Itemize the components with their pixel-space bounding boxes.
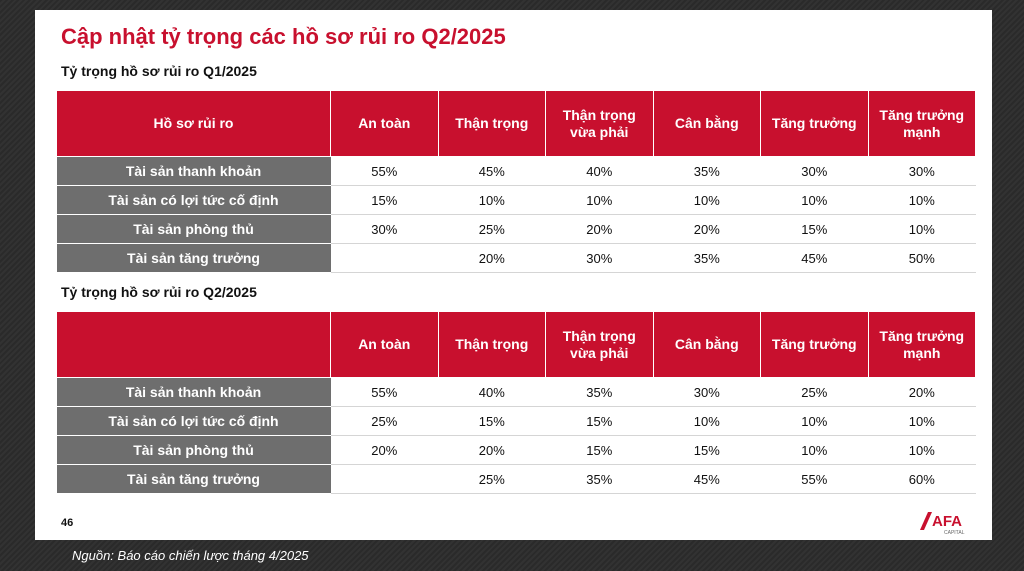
slide-title: Cập nhật tỷ trọng các hồ sơ rủi ro Q2/20…	[61, 24, 506, 49]
table-cell: 20%	[868, 377, 976, 407]
table-cell: 35%	[545, 377, 653, 407]
table-cell: 10%	[653, 185, 761, 215]
table-cell: 15%	[438, 406, 546, 436]
risk-profile-table-q2: An toàn Thận trọng Thận trọng vừa phải C…	[56, 311, 976, 494]
table-cell: 30%	[653, 377, 761, 407]
table-cell: 10%	[868, 185, 976, 215]
table-cell: 55%	[760, 464, 868, 494]
column-header	[56, 311, 331, 378]
column-header: Cân bằng	[652, 90, 761, 157]
table-cell: 55%	[330, 377, 438, 407]
table-q1-caption: Tỷ trọng hồ sơ rủi ro Q1/2025	[61, 63, 257, 79]
table-cell: 60%	[868, 464, 976, 494]
table-cell: 25%	[330, 406, 438, 436]
table-cell: 25%	[438, 214, 546, 244]
table-cell: 30%	[868, 156, 976, 186]
table-cell: 35%	[653, 156, 761, 186]
table-row: Tài sản tăng trưởng 25% 35% 45% 55% 60%	[56, 464, 976, 494]
column-header: Tăng trưởng	[760, 311, 869, 378]
column-header: Thận trọng	[437, 311, 546, 378]
column-header: Tăng trưởng	[760, 90, 869, 157]
table-cell: 10%	[545, 185, 653, 215]
table-row: Tài sản phòng thủ 30% 25% 20% 20% 15% 10…	[56, 214, 976, 244]
table-cell: 25%	[438, 464, 546, 494]
row-label: Tài sản thanh khoản	[56, 156, 331, 186]
table-cell: 20%	[653, 214, 761, 244]
table-cell: 15%	[330, 185, 438, 215]
column-header: Hồ sơ rủi ro	[56, 90, 331, 157]
table-row: Tài sản có lợi tức cố định 15% 10% 10% 1…	[56, 185, 976, 215]
table-cell: 20%	[438, 243, 546, 273]
column-header: Tăng trưởng mạnh	[867, 311, 976, 378]
table-cell: 10%	[438, 185, 546, 215]
row-label: Tài sản tăng trưởng	[56, 243, 331, 273]
table-cell: 10%	[868, 406, 976, 436]
table-row: Tài sản thanh khoản 55% 40% 35% 30% 25% …	[56, 377, 976, 407]
row-label: Tài sản phòng thủ	[56, 435, 331, 465]
row-label: Tài sản phòng thủ	[56, 214, 331, 244]
table-cell: 35%	[545, 464, 653, 494]
table-row: Tài sản tăng trưởng 20% 30% 35% 45% 50%	[56, 243, 976, 273]
table-cell: 50%	[868, 243, 976, 273]
table-cell: 10%	[760, 406, 868, 436]
afa-capital-logo: AFA CAPITAL	[920, 512, 965, 536]
table-cell: 25%	[760, 377, 868, 407]
slide: Cập nhật tỷ trọng các hồ sơ rủi ro Q2/20…	[35, 10, 992, 540]
table-cell: 55%	[330, 156, 438, 186]
table-row: Tài sản có lợi tức cố định 25% 15% 15% 1…	[56, 406, 976, 436]
table-cell: 10%	[868, 214, 976, 244]
table-cell: 35%	[653, 243, 761, 273]
svg-text:CAPITAL: CAPITAL	[944, 530, 965, 536]
table-row: Tài sản phòng thủ 20% 20% 15% 15% 10% 10…	[56, 435, 976, 465]
table-cell	[330, 464, 438, 494]
svg-text:AFA: AFA	[932, 513, 962, 530]
column-header: Tăng trưởng mạnh	[867, 90, 976, 157]
table-cell: 15%	[653, 435, 761, 465]
page-number: 46	[61, 517, 74, 529]
table-cell: 20%	[545, 214, 653, 244]
table-cell: 10%	[868, 435, 976, 465]
table-cell: 15%	[545, 435, 653, 465]
table-cell: 30%	[760, 156, 868, 186]
table-cell: 20%	[330, 435, 438, 465]
table-cell: 45%	[438, 156, 546, 186]
table-cell: 10%	[653, 406, 761, 436]
column-header: An toàn	[330, 311, 439, 378]
row-label: Tài sản có lợi tức cố định	[56, 185, 331, 215]
table-cell: 40%	[545, 156, 653, 186]
table-cell: 10%	[760, 435, 868, 465]
source-note: Nguồn: Báo cáo chiến lược tháng 4/2025	[72, 548, 309, 563]
column-header: Thận trọng vừa phải	[545, 90, 654, 157]
table-cell: 30%	[545, 243, 653, 273]
row-label: Tài sản thanh khoản	[56, 377, 331, 407]
row-label: Tài sản tăng trưởng	[56, 464, 331, 494]
column-header: An toàn	[330, 90, 439, 157]
table-cell: 15%	[545, 406, 653, 436]
column-header: Thận trọng vừa phải	[545, 311, 654, 378]
table-cell: 45%	[653, 464, 761, 494]
table-cell: 40%	[438, 377, 546, 407]
risk-profile-table-q1: Hồ sơ rủi ro An toàn Thận trọng Thận trọ…	[56, 90, 976, 273]
table-cell: 20%	[438, 435, 546, 465]
table-cell: 15%	[760, 214, 868, 244]
table-cell: 30%	[330, 214, 438, 244]
table-cell	[330, 243, 438, 273]
table-cell: 10%	[760, 185, 868, 215]
table-cell: 45%	[760, 243, 868, 273]
table-row: Tài sản thanh khoản 55% 45% 40% 35% 30% …	[56, 156, 976, 186]
row-label: Tài sản có lợi tức cố định	[56, 406, 331, 436]
table-q2-caption: Tỷ trọng hồ sơ rủi ro Q2/2025	[61, 284, 257, 300]
column-header: Thận trọng	[437, 90, 546, 157]
column-header: Cân bằng	[652, 311, 761, 378]
